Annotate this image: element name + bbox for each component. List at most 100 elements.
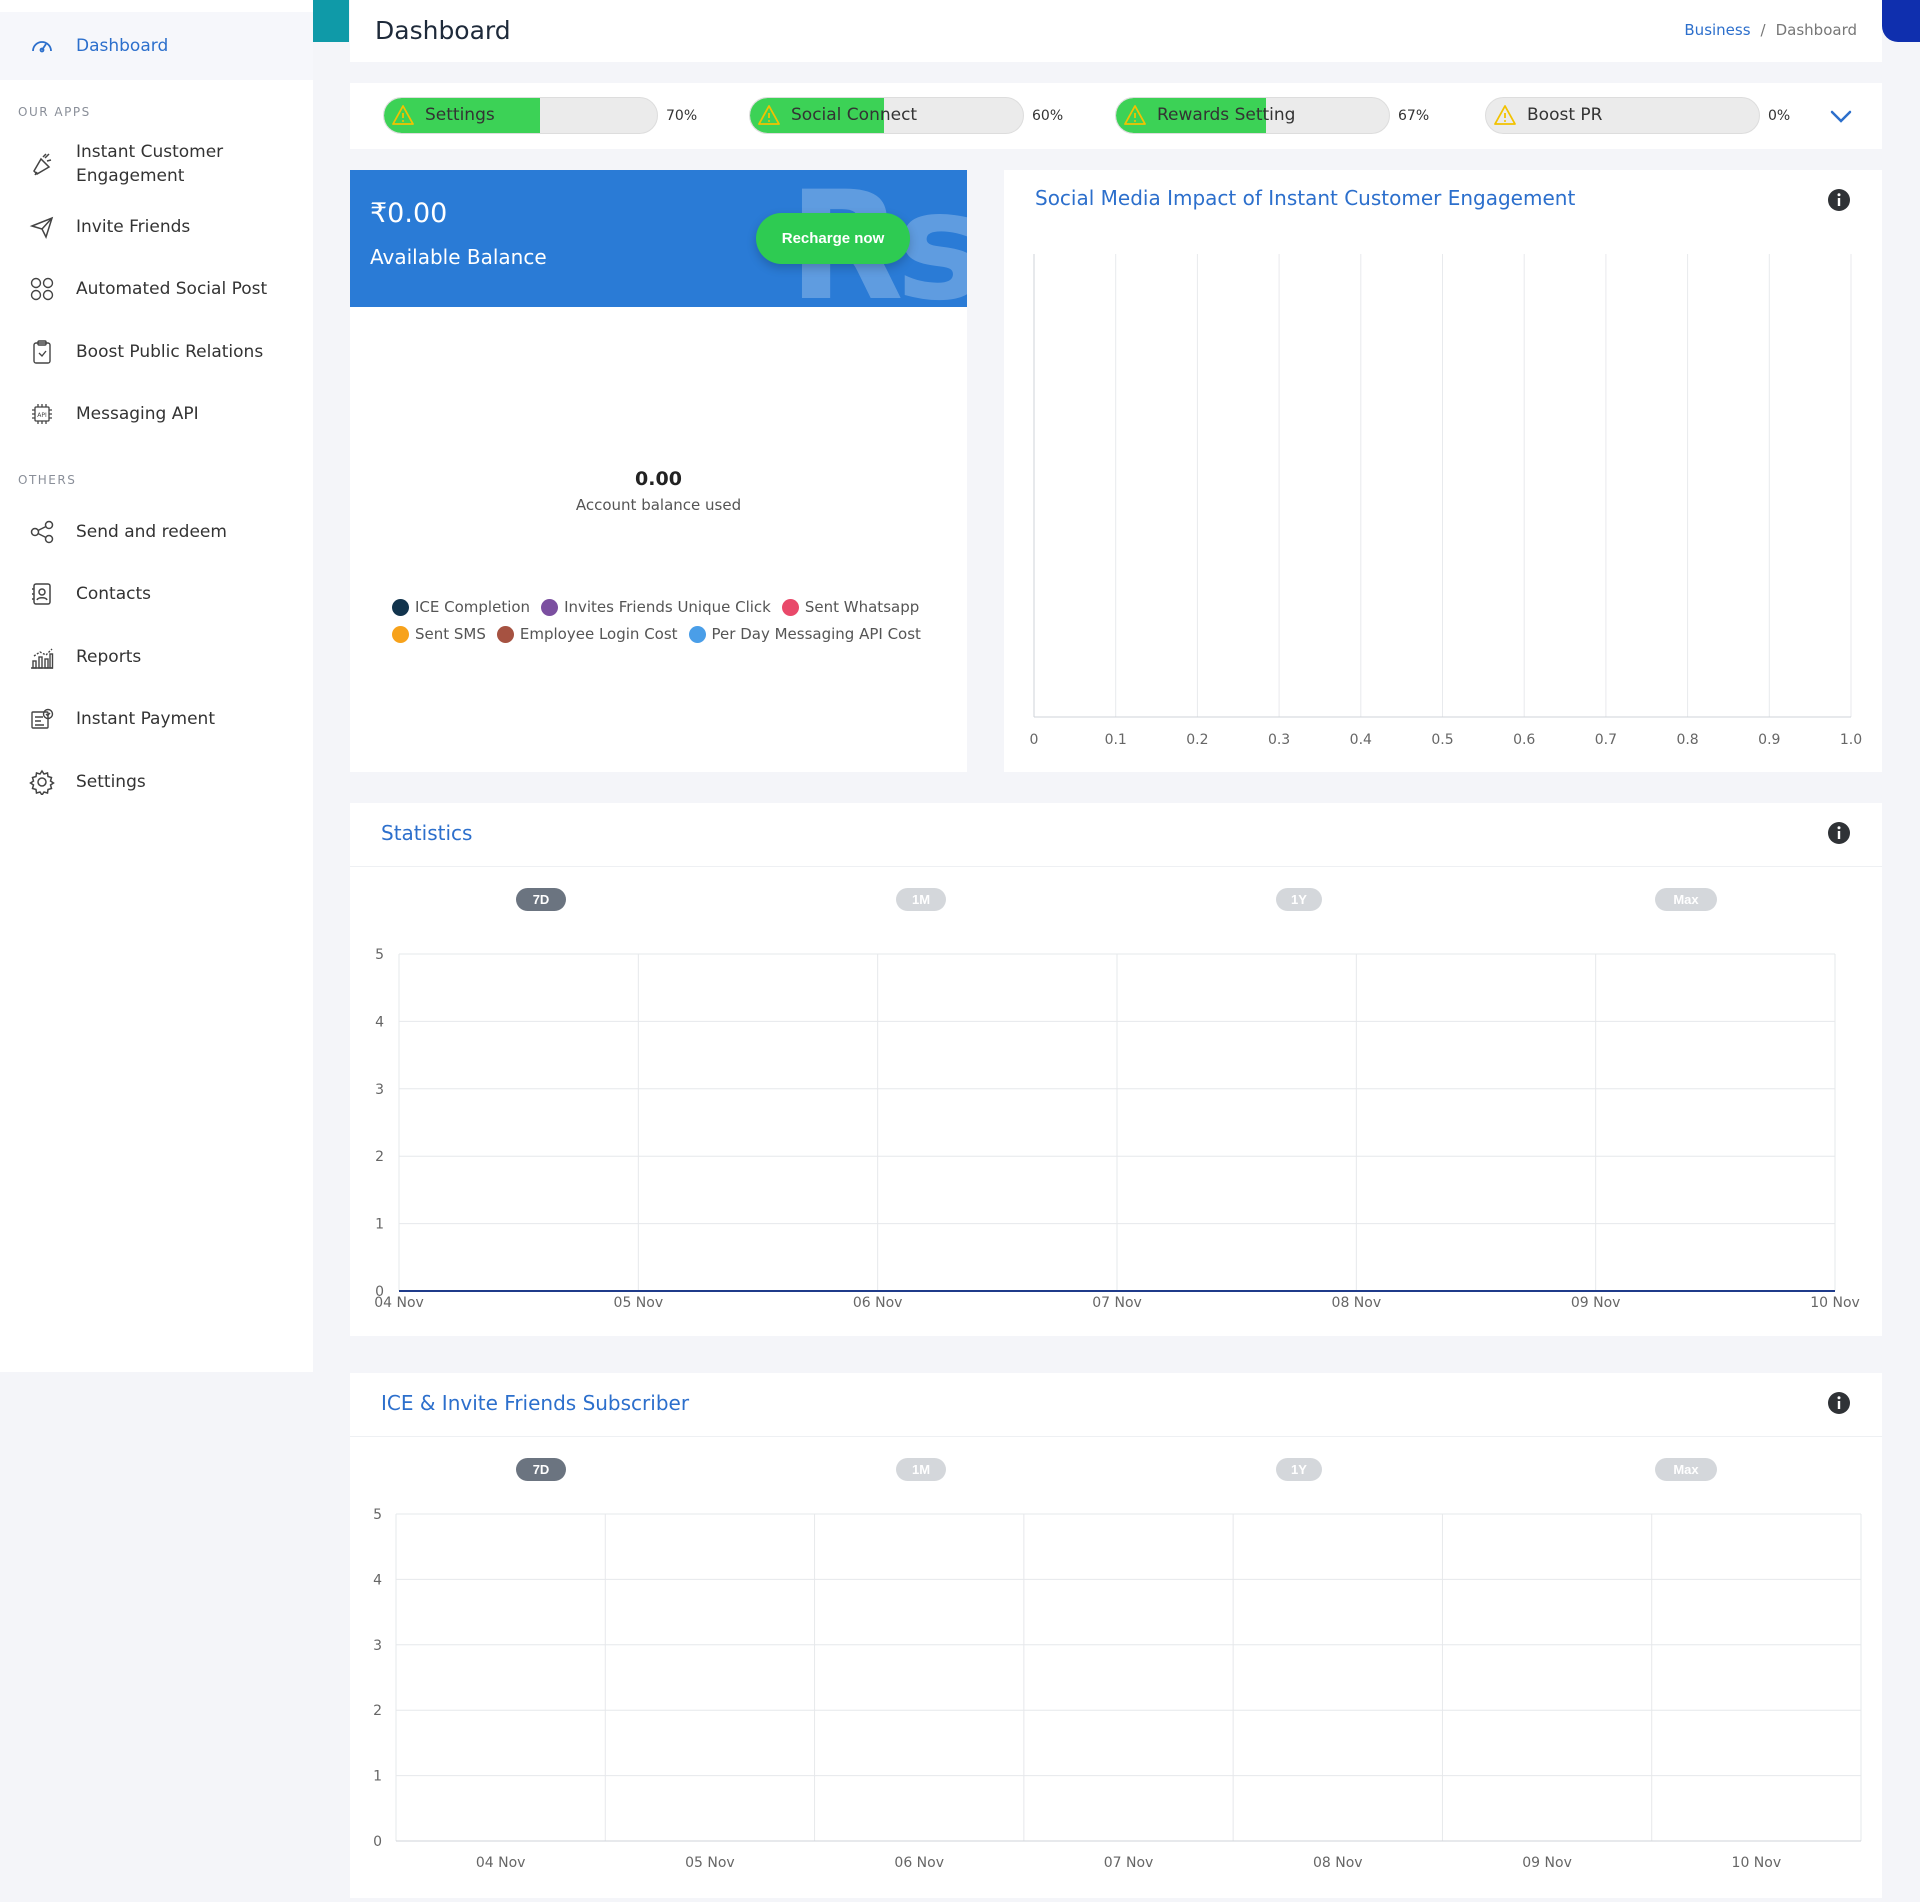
gear-icon: [28, 768, 56, 796]
progress-track: [749, 97, 1024, 134]
progress-label: Boost PR: [1527, 105, 1603, 125]
legend-item[interactable]: Per Day Messaging API Cost: [688, 625, 921, 643]
sidebar-item-dashboard[interactable]: Dashboard: [0, 12, 313, 80]
sidebar-item-messaging-api[interactable]: API Messaging API: [0, 399, 313, 429]
legend-swatch: [541, 598, 559, 616]
social-impact-card: Social Media Impact of Instant Customer …: [1004, 170, 1882, 772]
breadcrumb-current: Dashboard: [1775, 21, 1857, 39]
speedometer-icon: [28, 32, 56, 60]
legend-item[interactable]: Sent SMS: [392, 625, 486, 643]
y-tick-label: 4: [373, 1572, 382, 1588]
warning-icon: [1124, 105, 1146, 125]
statistics-chart: 0 1 2 3 4 5 04 Nov 05 Nov 06 Nov 07 Nov 08 Nov 09 N…: [374, 947, 1860, 1311]
sidebar-item-boost-public-relations[interactable]: Boost Public Relations: [0, 337, 313, 367]
bar-chart-icon: [28, 643, 56, 671]
sidebar-item-label: Settings: [76, 772, 146, 792]
legend-swatch: [392, 598, 409, 616]
progress-label: Social Connect: [791, 105, 918, 125]
range-1m-button[interactable]: 1M: [896, 1458, 946, 1481]
sidebar-item-send-and-redeem[interactable]: Send and redeem: [0, 517, 313, 547]
x-tick-label: 06 Nov: [853, 1295, 903, 1311]
chevron-down-icon[interactable]: [1828, 105, 1854, 127]
progress-label: Rewards Setting: [1157, 105, 1296, 125]
progress-percent: 60%: [1032, 108, 1064, 124]
svg-text:API: API: [37, 412, 47, 419]
sidebar-item-contacts[interactable]: Contacts: [0, 579, 313, 609]
sidebar-item-label-line2: Engagement: [76, 166, 185, 186]
legend-item[interactable]: Employee Login Cost: [496, 625, 678, 643]
megaphone-icon: [28, 150, 56, 178]
progress-fill: [384, 98, 540, 133]
social-impact-chart: 0 0.1 0.2 0.3 0.4 0.5 0.6 0.7 0.8 0.9 1.0: [1030, 254, 1862, 748]
sidebar-item-label: Invite Friends: [76, 217, 191, 237]
y-tick-label: 3: [375, 1082, 384, 1098]
legend-swatch: [781, 598, 799, 616]
x-tick-label: 07 Nov: [1104, 1855, 1154, 1871]
breadcrumb-link-business[interactable]: Business: [1684, 21, 1751, 39]
sidebar-item-label: Automated Social Post: [76, 279, 268, 299]
clipboard-icon: [28, 338, 56, 366]
legend-item[interactable]: ICE Completion: [392, 598, 530, 616]
breadcrumb: Business / Dashboard: [1684, 21, 1857, 39]
sidebar-item-invite-friends[interactable]: Invite Friends: [0, 212, 313, 242]
x-tick-label: 04 Nov: [374, 1295, 424, 1311]
range-7d-button[interactable]: 7D: [516, 888, 566, 911]
header-accent-strip: [313, 0, 349, 42]
paper-plane-icon: [28, 213, 56, 241]
info-icon[interactable]: [1827, 821, 1851, 845]
range-1y-button[interactable]: 1Y: [1276, 1458, 1322, 1481]
sidebar-item-label: Reports: [76, 647, 142, 667]
statistics-card: Statistics 7D 1M 1Y Max 0 1 2 3 4 5 04 Nov 05 N…: [350, 803, 1882, 1336]
sidebar-item-label: Instant Customer: [76, 142, 224, 162]
legend-item[interactable]: Sent Whatsapp: [781, 598, 919, 616]
progress-percent: 70%: [666, 108, 698, 124]
sidebar-item-settings[interactable]: Settings: [0, 767, 313, 797]
progress-track: [383, 97, 658, 134]
card-title: ICE & Invite Friends Subscriber: [381, 1391, 690, 1415]
card-title: Social Media Impact of Instant Customer …: [1035, 186, 1576, 210]
info-icon[interactable]: [1827, 188, 1851, 212]
warning-icon: [1494, 105, 1516, 125]
sidebar-item-instant-payment[interactable]: Instant Payment: [0, 704, 313, 734]
section-heading-others: OTHERS: [18, 473, 77, 487]
breadcrumb-separator: /: [1760, 21, 1766, 39]
balance-legend: ICE Completion Invites Friends Unique Cl…: [392, 598, 952, 643]
range-max-button[interactable]: Max: [1655, 1458, 1717, 1481]
x-tick-label: 05 Nov: [614, 1295, 664, 1311]
ice-invite-card: ICE & Invite Friends Subscriber 7D 1M 1Y…: [350, 1373, 1882, 1898]
x-tick-label: 0.4: [1350, 732, 1372, 748]
y-tick-label: 2: [375, 1149, 384, 1165]
x-tick-label: 1.0: [1840, 732, 1862, 748]
legend-item[interactable]: Invites Friends Unique Click: [541, 598, 771, 616]
sidebar-item-label: Messaging API: [76, 404, 199, 424]
y-tick-label: 3: [373, 1638, 382, 1654]
progress-percent: 0%: [1768, 108, 1791, 124]
x-tick-label: 0.6: [1513, 732, 1535, 748]
x-tick-label: 04 Nov: [476, 1855, 526, 1871]
x-tick-label: 08 Nov: [1313, 1855, 1363, 1871]
recharge-button[interactable]: Recharge now: [756, 213, 910, 264]
legend-swatch: [392, 625, 409, 643]
sidebar-item-automated-social-post[interactable]: Automated Social Post: [0, 274, 313, 304]
x-tick-label: 10 Nov: [1810, 1295, 1860, 1311]
range-max-button[interactable]: Max: [1655, 888, 1717, 911]
sidebar-item-label: Instant Payment: [76, 709, 215, 729]
setup-progress-row: Settings 70% Social Connect 60% Rewards …: [350, 83, 1882, 149]
range-1y-button[interactable]: 1Y: [1276, 888, 1322, 911]
page-title: Dashboard: [375, 16, 511, 45]
info-icon[interactable]: [1827, 1391, 1851, 1415]
range-1m-button[interactable]: 1M: [896, 888, 946, 911]
sidebar-item-instant-customer-engagement[interactable]: Instant Customer Engagement: [0, 138, 313, 192]
donut-center-label: Account balance used: [575, 496, 742, 514]
y-tick-label: 4: [375, 1014, 384, 1030]
x-tick-label: 0.5: [1431, 732, 1453, 748]
sidebar-item-reports[interactable]: Reports: [0, 642, 313, 672]
section-heading-apps: OUR APPS: [18, 105, 91, 119]
y-tick-label: 5: [375, 947, 384, 963]
sidebar-item-label: Dashboard: [76, 36, 169, 56]
sidebar-item-label: Boost Public Relations: [76, 342, 264, 362]
range-7d-button[interactable]: 7D: [516, 1458, 566, 1481]
x-tick-label: 10 Nov: [1732, 1855, 1782, 1871]
x-tick-label: 0.3: [1268, 732, 1290, 748]
card-divider: [350, 866, 1882, 867]
